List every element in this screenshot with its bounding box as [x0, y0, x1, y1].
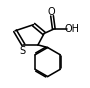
Text: S: S — [20, 46, 26, 56]
Text: O: O — [47, 7, 55, 17]
Text: OH: OH — [65, 24, 80, 34]
